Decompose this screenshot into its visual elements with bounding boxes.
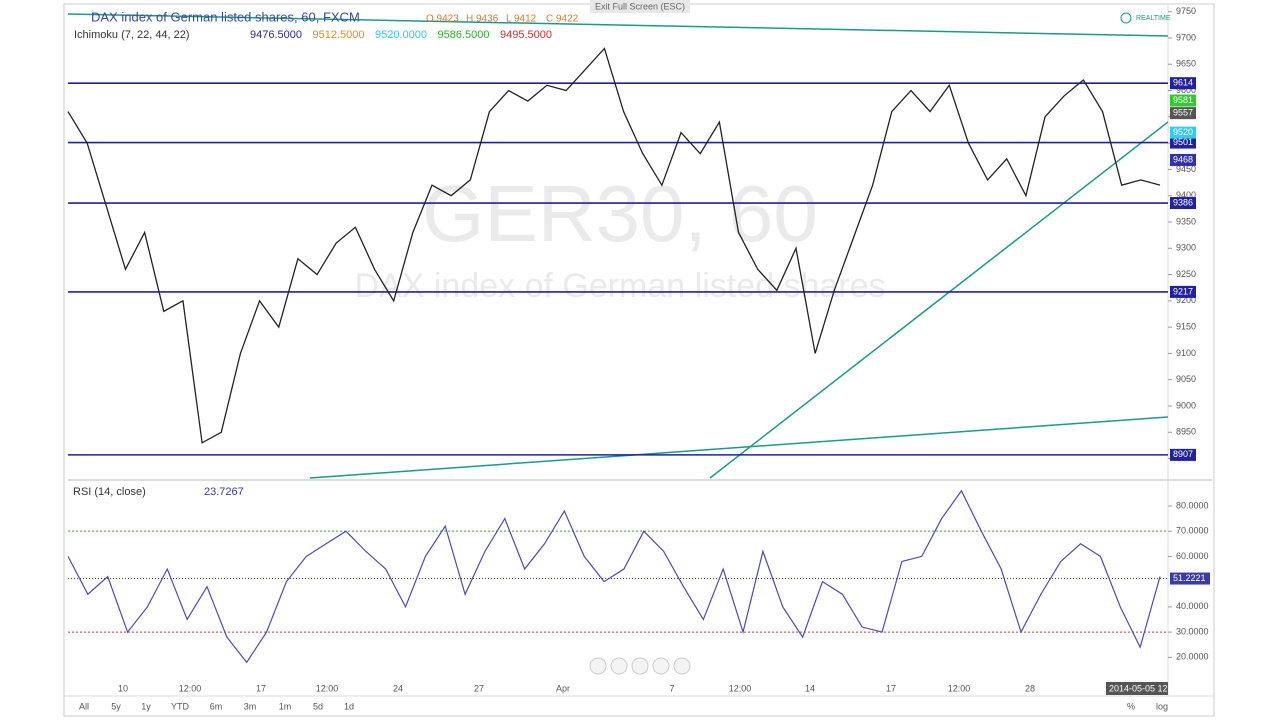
ichimoku-value: 9476.5000 <box>250 29 302 41</box>
price-tick-label: 9050 <box>1176 374 1196 384</box>
trend-line <box>309 416 1169 479</box>
range-button[interactable]: All <box>79 701 89 711</box>
nav-button[interactable] <box>589 657 607 675</box>
time-label: 12:00 <box>179 683 202 693</box>
ichimoku-value: 9495.5000 <box>500 29 552 41</box>
rsi-tick-label: 30.0000 <box>1176 626 1209 636</box>
ichimoku-value: 9520.0000 <box>375 29 427 41</box>
ichimoku-value: 9586.5000 <box>438 29 490 41</box>
ichimoku-label: Ichimoku (7, 22, 44, 22) <box>74 29 190 41</box>
price-tick-label: 9300 <box>1176 243 1196 253</box>
indicator-label-box <box>1170 126 1196 139</box>
scale-button[interactable]: log <box>1156 701 1168 711</box>
rsi-current-label: 51.2221 <box>1173 573 1206 583</box>
time-label: 12:00 <box>729 683 752 693</box>
price-tick-label: 8950 <box>1176 427 1196 437</box>
rsi-tick-label: 40.0000 <box>1176 601 1209 611</box>
indicator-label-box <box>1170 107 1196 120</box>
nav-button[interactable] <box>631 657 649 675</box>
price-tick-label: 9350 <box>1176 216 1196 226</box>
time-label: 17 <box>256 683 266 693</box>
time-label: 17 <box>886 683 896 693</box>
time-label: 14 <box>805 683 815 693</box>
level-label: 9386 <box>1173 197 1193 207</box>
price-tick-label: 9200 <box>1176 295 1196 305</box>
symbol-title: DAX index of German listed shares, 60, F… <box>91 9 360 24</box>
price-tick-label: 9100 <box>1176 348 1196 358</box>
realtime-label: REALTIME <box>1136 15 1171 22</box>
range-button[interactable]: 1m <box>279 701 292 711</box>
time-label: 27 <box>474 683 484 693</box>
price-tick-label: 9650 <box>1176 59 1196 69</box>
scale-button[interactable]: % <box>1127 701 1135 711</box>
chart-frame <box>63 3 1215 717</box>
indicator-label: 9581 <box>1173 95 1193 105</box>
watermark: GER30, 60 DAX index of German listed sha… <box>354 169 885 305</box>
range-button[interactable]: 5d <box>313 701 323 711</box>
time-label: 24 <box>393 683 403 693</box>
level-label: 9501 <box>1173 137 1193 147</box>
rsi-tick-label: 70.0000 <box>1176 526 1209 536</box>
indicator-label-box <box>1170 94 1196 107</box>
rsi-line <box>67 489 1161 664</box>
indicator-label: 9520 <box>1173 127 1193 137</box>
ichimoku-value: 9512.5000 <box>313 29 365 41</box>
crosshair-time: 2014-05-05 12: <box>1109 683 1170 693</box>
price-tick-label: 9450 <box>1176 164 1196 174</box>
indicator-label: 9557 <box>1173 108 1193 118</box>
nav-button[interactable] <box>673 657 691 675</box>
price-tick-label: 9000 <box>1176 400 1196 410</box>
price-tick-label: 9250 <box>1176 269 1196 279</box>
range-button[interactable]: 3m <box>244 701 257 711</box>
price-tick-label: 9150 <box>1176 321 1196 331</box>
time-label: Apr <box>556 683 570 693</box>
nav-button[interactable] <box>610 657 628 675</box>
rsi-tick-label: 60.0000 <box>1176 551 1209 561</box>
range-button[interactable]: YTD <box>171 701 190 711</box>
level-label-box <box>1170 197 1196 210</box>
ohlc-value: O 9423 <box>426 14 459 25</box>
price-tick-label: 9700 <box>1176 32 1196 42</box>
time-label: 12:00 <box>948 683 971 693</box>
nav-button[interactable] <box>652 657 670 675</box>
trend-line <box>67 13 1169 37</box>
realtime-icon <box>1120 12 1132 24</box>
range-button[interactable]: 6m <box>210 701 223 711</box>
rsi-label: RSI (14, close) <box>73 486 146 498</box>
level-label-box <box>1170 448 1196 461</box>
exit-fullscreen[interactable] <box>590 0 690 13</box>
price-tick-label: 9600 <box>1176 85 1196 95</box>
ohlc-value: C 9422 <box>546 14 579 25</box>
ohlc-value: L 9412 <box>506 14 537 25</box>
rsi-value: 23.7267 <box>204 486 244 498</box>
ohlc-value: H 9436 <box>466 14 499 25</box>
level-label: 9217 <box>1173 286 1193 296</box>
time-label: 28 <box>1025 683 1035 693</box>
price-tick-label: 9750 <box>1176 6 1196 16</box>
rsi-tick-label: 80.0000 <box>1176 500 1209 510</box>
level-label: 9614 <box>1173 78 1193 88</box>
watermark-symbol: GER30, 60 <box>422 169 818 258</box>
time-label: 10 <box>118 683 128 693</box>
rsi-current-box <box>1170 572 1210 585</box>
level-label-box <box>1170 77 1196 90</box>
indicator-label-box <box>1170 153 1196 166</box>
watermark-description: DAX index of German listed shares <box>354 267 885 305</box>
level-label-box <box>1170 136 1196 149</box>
time-label: 12:00 <box>316 683 339 693</box>
range-button[interactable]: 5y <box>111 701 121 711</box>
range-button[interactable]: 1d <box>344 701 354 711</box>
level-label: 8907 <box>1173 449 1193 459</box>
indicator-label: 9468 <box>1173 154 1193 164</box>
exit-fullscreen-label[interactable]: Exit Full Screen (ESC) <box>595 1 685 11</box>
range-button[interactable]: 1y <box>141 701 151 711</box>
rsi-tick-label: 20.0000 <box>1176 652 1209 662</box>
time-label: 7 <box>669 683 674 693</box>
crosshair-time-box <box>1106 682 1168 695</box>
trend-line <box>709 121 1169 479</box>
price-tick-label: 9400 <box>1176 190 1196 200</box>
price-line <box>67 47 1161 444</box>
level-label-box <box>1170 285 1196 298</box>
